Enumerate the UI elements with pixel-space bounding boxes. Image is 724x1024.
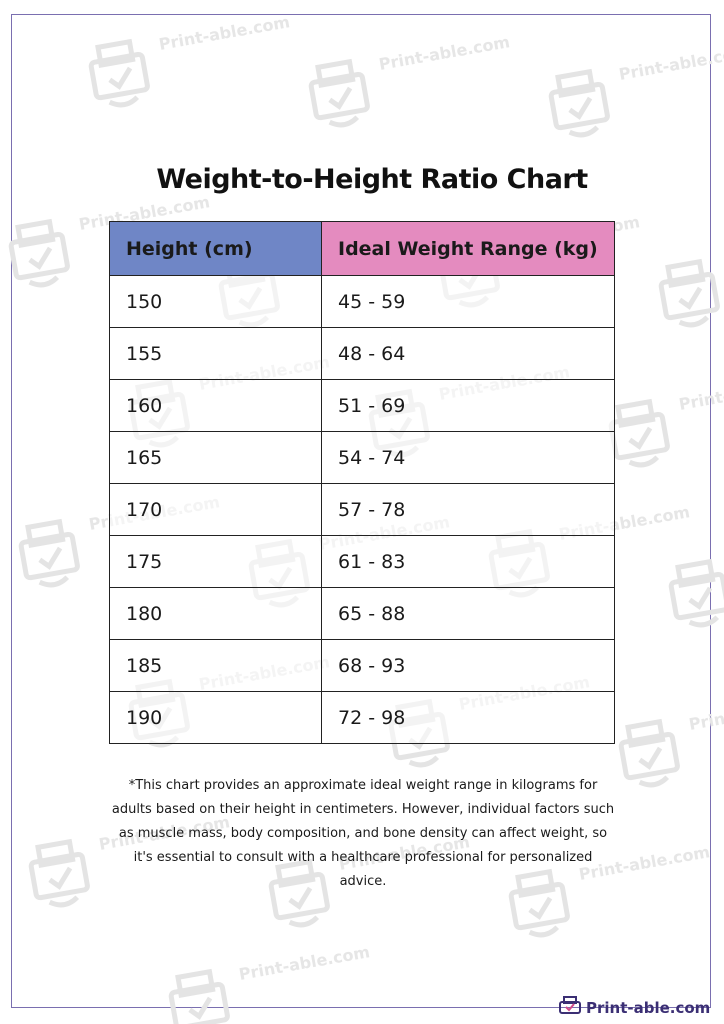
weight-range-cell: 72 - 98	[321, 691, 615, 744]
height-cell: 165	[109, 431, 322, 484]
table-row: 190 72 - 98	[109, 691, 615, 744]
weight-range-cell: 57 - 78	[321, 483, 615, 536]
table-row: 160 51 - 69	[109, 379, 615, 432]
height-cell: 160	[109, 379, 322, 432]
weight-range-cell: 48 - 64	[321, 327, 615, 380]
footer-logo[interactable]: Print-able.com	[558, 996, 710, 1020]
weight-range-cell: 51 - 69	[321, 379, 615, 432]
height-cell: 185	[109, 639, 322, 692]
weight-range-cell: 45 - 59	[321, 275, 615, 328]
weight-range-cell: 54 - 74	[321, 431, 615, 484]
page-frame	[11, 14, 711, 1008]
height-cell: 155	[109, 327, 322, 380]
weight-column-header: Ideal Weight Range (kg)	[321, 221, 615, 276]
table-row: 185 68 - 93	[109, 639, 615, 692]
chart-title: Weight-to-Height Ratio Chart	[156, 164, 588, 195]
height-cell: 190	[109, 691, 322, 744]
table-header-row: Height (cm) Ideal Weight Range (kg)	[109, 221, 615, 276]
table-row: 180 65 - 88	[109, 587, 615, 640]
height-column-header: Height (cm)	[109, 221, 322, 276]
table-row: 175 61 - 83	[109, 535, 615, 588]
weight-range-cell: 65 - 88	[321, 587, 615, 640]
printer-check-icon	[558, 995, 582, 1021]
height-cell: 150	[109, 275, 322, 328]
height-cell: 175	[109, 535, 322, 588]
height-cell: 180	[109, 587, 322, 640]
disclaimer-note: *This chart provides an approximate idea…	[111, 778, 615, 889]
table-row: 165 54 - 74	[109, 431, 615, 484]
table-row: 155 48 - 64	[109, 327, 615, 380]
table-row: 150 45 - 59	[109, 275, 615, 328]
weight-range-cell: 61 - 83	[321, 535, 615, 588]
height-cell: 170	[109, 483, 322, 536]
weight-range-cell: 68 - 93	[321, 639, 615, 692]
table-row: 170 57 - 78	[109, 483, 615, 536]
footer-brand-text: Print-able.com	[586, 999, 711, 1017]
weight-height-table: Height (cm) Ideal Weight Range (kg) 150 4…	[109, 221, 615, 744]
